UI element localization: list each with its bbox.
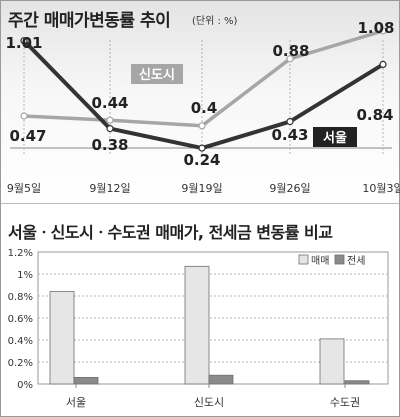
y-tick-label: 0.4% (8, 336, 33, 347)
y-tick-label: 0.6% (8, 314, 33, 325)
x-tick-label: 9월26일 (269, 181, 310, 195)
legend-swatch-jeonse (334, 254, 345, 265)
series-tag-seoul-box (313, 127, 357, 147)
data-point (379, 60, 387, 69)
x-tick-label: 서울 (66, 396, 86, 409)
data-point (20, 37, 28, 45)
data-label-new-town: 0.44 (91, 94, 128, 112)
data-point (106, 125, 114, 133)
y-tick-label: 0% (17, 380, 33, 391)
panel-divider (1, 203, 399, 204)
data-label-seoul: 0.43 (271, 126, 308, 144)
data-point (198, 144, 206, 152)
bar-sale (319, 338, 345, 385)
bar-jeonse (208, 374, 234, 385)
data-label-seoul: 0.84 (356, 106, 393, 124)
line-chart-panel (1, 1, 399, 203)
y-tick-label: 0.8% (8, 292, 33, 303)
line-chart-title: 주간 매매가변동률 추이 (8, 11, 171, 31)
legend-label-jeonse: 전세 (347, 255, 365, 267)
legend-swatch-sale (298, 254, 309, 265)
x-tick-label: 9월19일 (181, 181, 222, 195)
data-point (286, 117, 294, 126)
series-tag-seoul: 서울 (323, 130, 347, 146)
x-tick-label: 9월12일 (89, 181, 130, 195)
x-tick-label: 수도권 (330, 396, 360, 409)
data-point (106, 116, 114, 124)
data-label-seoul: 0.38 (91, 136, 128, 154)
x-tick-label: 10월3일 (362, 181, 400, 195)
data-label-new-town: 1.08 (357, 19, 394, 37)
data-point (379, 27, 387, 35)
line-chart-unit: (단위 : %) (192, 16, 238, 27)
y-tick-label: 1.2% (8, 248, 33, 259)
bar-jeonse (344, 380, 370, 385)
data-label-seoul: 0.24 (183, 151, 220, 169)
data-label-seoul: 1.01 (5, 34, 42, 52)
bar-chart-title: 서울ㆍ신도시ㆍ수도권 매매가, 전세금 변동률 비교 (8, 223, 333, 242)
bar-sale (184, 265, 210, 385)
bar-jeonse (73, 376, 99, 385)
data-point (20, 112, 28, 120)
data-label-new-town: 0.4 (191, 99, 218, 117)
data-label-new-town: 0.47 (9, 127, 46, 145)
data-point (198, 122, 206, 130)
data-point (286, 55, 294, 63)
y-tick-label: 0.2% (8, 358, 33, 369)
bar-sale (49, 291, 75, 385)
x-tick-label: 9월5일 (7, 181, 41, 195)
series-tag-new-town: 신도시 (139, 68, 175, 83)
line-chart: 9월5일 9월12일 9월19일 9월26일 10월3일 1.01 0.38 0.24 0.43… (5, 19, 400, 195)
y-tick-label: 1% (17, 270, 33, 281)
data-label-new-town: 0.88 (272, 42, 309, 60)
legend-label-sale: 매매 (311, 255, 329, 267)
series-tag-new-town-box (131, 64, 183, 84)
x-tick-label: 신도시 (194, 396, 224, 409)
